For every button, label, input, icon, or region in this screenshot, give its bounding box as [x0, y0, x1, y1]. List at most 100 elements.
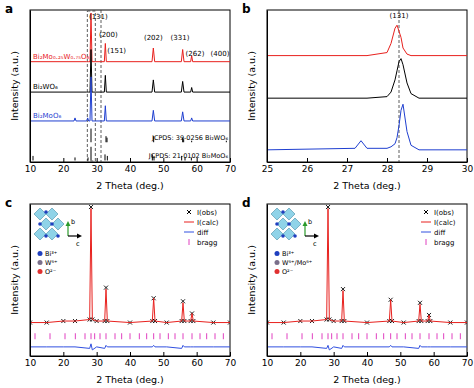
legend-item: diff [184, 229, 208, 237]
data-layer [30, 205, 230, 350]
arrow-head [77, 234, 82, 239]
atom [44, 234, 48, 238]
x-tick: 30 [91, 158, 103, 174]
octahedron [34, 228, 46, 240]
octahedron [283, 228, 295, 240]
bragg-tick [215, 333, 216, 339]
bragg-tick [168, 333, 169, 339]
panel-label: a [5, 2, 13, 16]
series-label: JCPDS: 39-0256 Bi₂WO₆ [151, 134, 228, 142]
panel-label: b [242, 2, 251, 16]
plot-frame [267, 204, 467, 356]
x-tick-label: 70 [462, 358, 474, 368]
peak-annotation: (262) [186, 50, 205, 58]
series-line [267, 25, 467, 55]
bragg-tick [146, 333, 147, 339]
x-axis-title: 2 Theta (deg.) [96, 374, 164, 385]
panel-label: d [242, 196, 251, 210]
reference-stick [91, 129, 92, 143]
y-axis [30, 11, 31, 163]
reference-stick [107, 138, 108, 143]
ion-label: W⁶⁺ [45, 259, 57, 267]
x-tick-mark [400, 352, 401, 356]
x-tick: 50 [158, 352, 170, 368]
reference-stick [33, 156, 34, 161]
reference-stick [107, 156, 108, 161]
x-axis: 10203040506070 [25, 158, 237, 174]
legend-label: diff [197, 229, 208, 237]
obs-marker [341, 287, 345, 291]
bragg-tick [287, 333, 288, 339]
bragg-tick [130, 333, 131, 339]
reference-stick [91, 147, 92, 161]
legend-label: bragg [434, 239, 455, 247]
x-tick-label: 20 [58, 358, 70, 368]
x-tick-label: 10 [262, 358, 274, 368]
bragg-tick [420, 333, 421, 339]
legend-symbol [184, 232, 194, 233]
x-tick-mark [467, 352, 468, 356]
axis-arrow-label: c [313, 240, 317, 248]
plot-frame [267, 10, 467, 162]
x-tick: 20 [58, 158, 70, 174]
panel: c10203040506070I(obs)I(calc)diffbraggBi³… [5, 196, 236, 385]
x-tick-mark [300, 352, 301, 356]
panel: b252627282930(131)2 Theta (deg.)Intensit… [242, 2, 473, 191]
x-tick-label: 30 [91, 358, 103, 368]
atom [56, 234, 60, 238]
reference-stick [105, 154, 106, 160]
series-label: Bi₂Mo₀.₂₅W₀.₇₅O₆ [33, 53, 90, 61]
octahedron [271, 228, 283, 240]
series-line [30, 77, 230, 121]
x-tick: 40 [125, 158, 137, 174]
bragg-tick [367, 333, 368, 339]
reference-stick [88, 157, 89, 160]
ion-swatch [38, 269, 43, 274]
x-axis-line [268, 162, 468, 163]
x-tick: 30 [462, 158, 474, 174]
legend-item: I(obs) [424, 209, 454, 217]
legend: I(obs)I(calc)diffbragg [184, 209, 219, 247]
x-tick-mark [467, 158, 468, 162]
octahedron [34, 208, 46, 220]
atom [275, 222, 279, 226]
plot-frame [30, 204, 230, 356]
x-tick-label: 60 [191, 164, 203, 174]
x-axis: 10203040506070 [262, 352, 474, 368]
bragg-tick [272, 333, 273, 339]
bragg-tick [452, 333, 453, 339]
x-tick-label: 28 [382, 164, 394, 174]
atom [293, 234, 297, 238]
x-tick-label: 25 [262, 164, 273, 174]
x-tick-label: 60 [428, 358, 440, 368]
legend-item: I(calc) [184, 219, 219, 227]
legend: I(obs)I(calc)diffbragg [421, 209, 456, 247]
x-tick-label: 70 [225, 358, 237, 368]
peak-annotation: (151) [107, 47, 126, 55]
bragg-tick [160, 333, 161, 339]
peak-annotation: (200) [99, 31, 118, 39]
x-tick-label: 40 [362, 358, 374, 368]
legend-label: I(calc) [197, 219, 219, 227]
structure-inset: Bi³⁺W⁶⁺/Mo⁶⁺O²⁻bc [271, 208, 319, 276]
x-tick-mark [97, 352, 98, 356]
ion-swatch [38, 251, 43, 256]
ion-swatch [275, 260, 280, 265]
x-tick-label: 10 [25, 164, 37, 174]
legend-label: bragg [197, 239, 218, 247]
bragg-tick [328, 333, 329, 339]
bragg-tick [65, 333, 66, 339]
x-tick: 40 [362, 352, 374, 368]
obs-marker [181, 299, 185, 303]
x-tick-mark [163, 158, 164, 162]
plot: 252627282930(131) [262, 10, 474, 174]
series-line [30, 50, 230, 93]
x-axis-title: 2 Theta (deg.) [333, 374, 401, 385]
x-tick-mark [197, 158, 198, 162]
y-axis-line [267, 205, 268, 357]
x-axis-line [31, 162, 231, 163]
x-tick: 27 [342, 158, 353, 174]
chart-root: aBi₂Mo₀.₂₅W₀.₇₅O₆Bi₂WO₆Bi₂MoO₆JCPDS: 39-… [0, 0, 474, 388]
axis-arrow-label: b [71, 218, 75, 226]
bragg-tick [352, 333, 353, 339]
